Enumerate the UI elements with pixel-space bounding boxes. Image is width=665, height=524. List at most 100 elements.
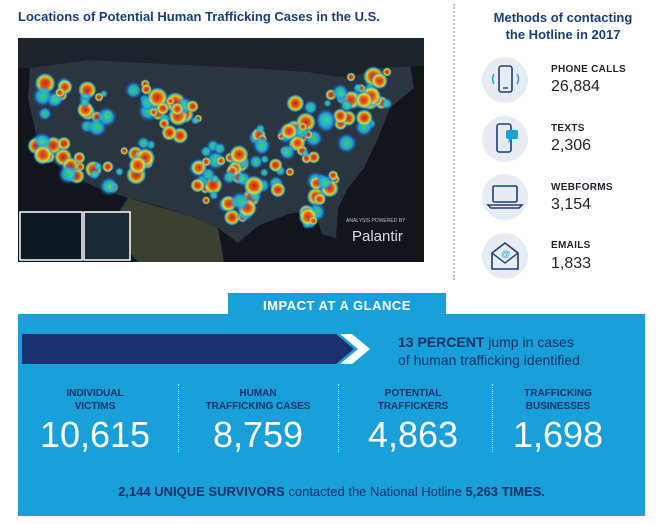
heat-blob [93, 161, 103, 171]
heat-blob [140, 83, 152, 95]
methods-title: Methods of contacting the Hotline in 201… [468, 9, 658, 43]
method-value-emails: 1,833 [551, 255, 592, 272]
heat-blob [166, 96, 175, 106]
heat-blob [79, 96, 90, 108]
heat-blob [298, 122, 308, 132]
inset-hawaii [19, 211, 83, 261]
methods-title-line1: Methods of contacting [493, 10, 633, 25]
stat-label-businesses-l1: TRAFFICKING [524, 388, 592, 399]
heat-blob [54, 87, 65, 98]
jump-strong: 13 PERCENT [398, 334, 485, 350]
laptop-icon [482, 174, 528, 220]
text-message-icon [482, 116, 528, 162]
mexico-landmass [108, 198, 224, 262]
method-label-webforms: WEBFORMS [551, 182, 613, 193]
heat-blob [370, 72, 388, 90]
jump-rest: jump in cases [488, 334, 574, 350]
heat-blob [101, 160, 114, 173]
heat-blob [303, 99, 319, 115]
stat-value-businesses: 1,698 [512, 414, 604, 455]
heat-blob [259, 168, 269, 178]
heat-blob [96, 106, 118, 128]
stat-label-businesses-l2: BUSINESSES [525, 401, 591, 412]
heat-blob [190, 178, 205, 193]
heat-blob [128, 155, 148, 175]
phone-call-icon [482, 57, 528, 103]
heat-blob [331, 83, 350, 102]
heat-blob [200, 145, 213, 158]
survivors-line: 2,144 UNIQUE SURVIVORS contacted the Nat… [18, 484, 645, 499]
heat-blob [57, 164, 79, 185]
heat-blob [124, 81, 143, 99]
arrow-graphic [22, 334, 372, 369]
heat-blob [354, 91, 373, 110]
heat-blob [94, 92, 104, 102]
heatmap-graphic: ANALYSIS POWERED BY Palantir [18, 38, 424, 262]
heat-blob [268, 157, 283, 173]
heat-blob [315, 108, 337, 131]
heat-blob [252, 136, 272, 155]
map-credit-brand: Palantir [352, 228, 403, 245]
method-value-texts: 2,306 [551, 137, 592, 154]
heat-blob [223, 208, 241, 226]
stat-label-traffickers: POTENTIAL TRAFFICKERS [338, 387, 488, 413]
method-label-phone: PHONE CALLS [551, 64, 626, 75]
stat-label-cases-l1: HUMAN [239, 388, 277, 399]
map-title: Locations of Potential Human Trafficking… [18, 9, 380, 24]
heat-blob [248, 154, 264, 170]
heat-blob [136, 136, 151, 150]
heat-blob [285, 167, 295, 177]
canada-landmass [18, 38, 424, 78]
jump-line2: of human trafficking identified [398, 352, 580, 368]
heat-blob [286, 94, 305, 113]
heat-blob [120, 146, 129, 156]
stat-value-traffickers: 4,863 [367, 414, 459, 455]
heat-blob [355, 109, 374, 127]
heat-blob [202, 196, 211, 205]
stat-label-businesses: TRAFFICKING BUSINESSES [483, 387, 633, 413]
survivors-strong2: 5,263 TIMES. [465, 484, 545, 499]
heat-blob [170, 102, 185, 116]
heat-blob [323, 99, 332, 108]
heat-blob [316, 174, 333, 191]
stat-label-traffickers-l1: POTENTIAL [384, 388, 442, 399]
heat-blob [346, 72, 356, 82]
stat-label-cases-l2: TRAFFICKING CASES [205, 401, 311, 412]
heat-blob [213, 142, 227, 155]
stat-label-cases: HUMAN TRAFFICKING CASES [183, 387, 333, 413]
heat-blob [209, 190, 219, 201]
method-value-phone: 26,884 [551, 78, 600, 95]
heat-blob [381, 97, 393, 110]
heat-blob [201, 167, 216, 182]
heat-blob [301, 149, 310, 158]
survivors-strong1: 2,144 UNIQUE SURVIVORS [118, 484, 285, 499]
heat-blob [99, 176, 119, 197]
stat-divider-1 [178, 384, 179, 452]
stat-value-cases: 8,759 [212, 414, 304, 455]
heat-blob [336, 132, 358, 154]
methods-title-line2: the Hotline in 2017 [505, 27, 621, 42]
heat-blob [56, 136, 72, 151]
heat-blob [201, 156, 212, 167]
heat-blob [32, 144, 53, 165]
heat-blob [243, 175, 265, 197]
heat-blob [260, 154, 270, 164]
heat-blob [161, 124, 178, 141]
heat-blob [186, 100, 199, 113]
stat-label-victims: INDIVIDUAL VICTIMS [20, 387, 170, 413]
stat-value-victims: 10,615 [39, 414, 151, 455]
heat-blob [190, 115, 200, 126]
heat-blob [269, 181, 286, 198]
heatmap-us: ANALYSIS POWERED BY Palantir [18, 38, 424, 262]
stat-label-traffickers-l2: TRAFFICKERS [377, 401, 449, 412]
heat-blob [156, 101, 170, 116]
stat-divider-3 [492, 384, 493, 452]
email-envelope-icon: @ [482, 233, 528, 279]
heat-blob [308, 216, 318, 226]
heat-blob [222, 170, 237, 185]
inset-alaska [83, 211, 131, 261]
heat-blob [229, 144, 249, 165]
vertical-divider [453, 4, 455, 280]
heat-blob [149, 107, 159, 117]
heat-blob [255, 123, 266, 134]
